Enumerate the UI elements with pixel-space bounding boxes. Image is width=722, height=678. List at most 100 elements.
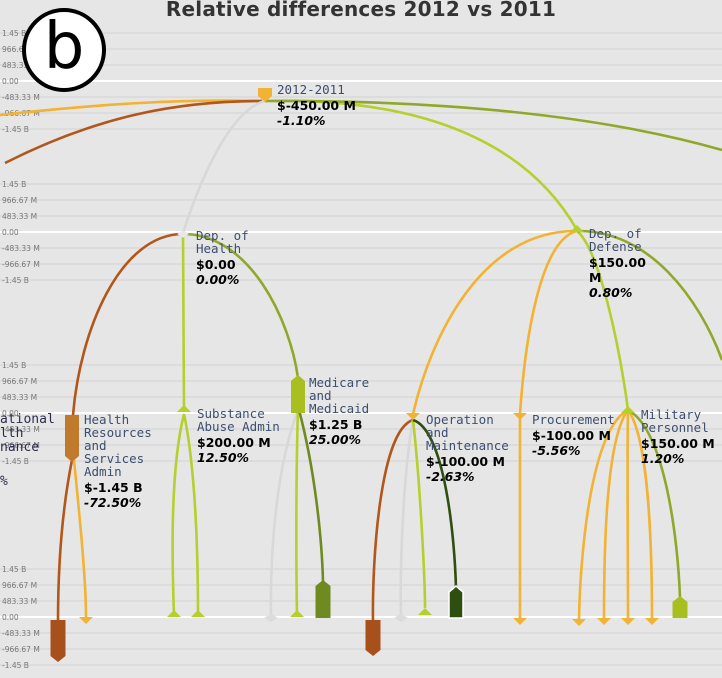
panel-letter-badge: b [22,8,106,92]
node-label-military-personnel[interactable]: Military Personnel $150.00 M 1.20% [641,408,716,466]
node-name: Procurement [532,412,615,427]
node-marker-health [177,230,189,238]
leaf-marker [597,618,611,625]
axis-tick-label: 483.33 M [2,212,37,221]
link-defense-sibling [576,229,722,361]
node-marker-om [406,413,420,420]
link-leaf [577,408,629,621]
link-root-health [181,99,266,234]
node-marker-root [258,88,272,102]
link-defense-procurement [518,229,578,415]
link-leaf [72,459,88,618]
axis-tick-label: 966.67 M [2,196,37,205]
node-percent: 12.50% [197,450,250,465]
node-label-health[interactable]: Dep. of Health $0.00 0.00% [196,229,256,287]
clipped-label: ational [0,412,55,427]
link-leaf [626,409,654,621]
node-value: $150.00 M [589,255,646,285]
leaf-marker [167,610,181,617]
axis-tick-label: 1.45 B [2,29,26,38]
node-name: Medicare and Medicaid [309,375,370,416]
node-label-hrsa[interactable]: Health Resources and Services Admin $-1.… [84,413,156,510]
leaf-marker [191,610,205,617]
link-root-sibling [264,99,722,152]
leaf-marker [50,620,66,662]
chart-title: Relative differences 2012 vs 2011 [165,0,557,21]
node-percent: 0.00% [196,272,240,287]
node-percent: 1.20% [641,451,685,466]
node-name: Dep. of Defense [589,226,642,254]
leaf-marker [264,613,278,623]
node-value: $-100.00 M [532,428,611,443]
node-label-procurement[interactable]: Procurement $-100.00 M -5.56% [532,413,622,458]
link-health-medicare [182,232,300,379]
link-health-hrsa [71,232,184,416]
axis-tick-label: 966.67 M [2,581,37,590]
axis-tick-label: 483.33 M [2,597,37,606]
axis-tick-label: 1.45 B [2,361,26,370]
axis-tick-label: 483.33 M [2,61,37,70]
leaf-marker [365,620,381,656]
link-defense-om [411,229,578,415]
node-value: $-450.00 M [277,98,356,113]
axis-tick-label: -483.33 M [2,425,40,434]
node-name: Military Personnel [641,407,709,435]
link-leaf [295,409,300,616]
node-percent: -1.10% [277,113,326,128]
leaf-marker [572,619,586,626]
node-percent: -5.56% [532,443,581,458]
leaf-marker [315,580,331,618]
link-leaf [297,409,325,583]
node-marker-hrsa [65,415,79,462]
clipped-label: nance [0,440,40,455]
node-label-defense[interactable]: Dep. of Defense $150.00 M 0.80% [589,227,659,300]
link-leaf [627,408,682,599]
node-value: $-1.45 B [84,480,143,495]
node-label-medicare[interactable]: Medicare and Medicaid $1.25 B 25.00% [309,376,394,447]
node-name: Health Resources and Services Admin [84,412,152,479]
node-value: $-100.00 M [426,454,505,469]
link-incoming [4,99,263,165]
node-percent: -2.63% [426,469,475,484]
axis-tick-label: -1.45 B [2,661,29,670]
node-percent: -72.50% [84,495,142,510]
leaf-marker [79,617,93,624]
node-name: 2012-2011 [277,82,345,97]
leaf-marker [394,613,408,623]
axis-tick-label: 1.45 B [2,180,26,189]
link-health-samhsa [181,233,186,411]
axis-tick-label: -1.45 B [2,276,29,285]
node-name: Operation and Maintenance [426,412,509,453]
link-leaf [371,418,414,623]
axis-tick-label: 0.00 [2,228,19,237]
leaf-marker [448,585,464,619]
link-leaf [56,459,74,623]
axis-tick-label: -483.33 M [2,629,40,638]
link-leaf [269,409,300,618]
node-value: $200.00 M [197,435,271,450]
node-label-samhsa[interactable]: Substance Abuse Admin $200.00 M 12.50% [197,407,282,465]
leaf-marker [645,618,659,625]
node-label-root[interactable]: 2012-2011 $-450.00 M -1.10% [277,83,356,128]
node-percent: 25.00% [309,432,362,447]
node-marker-defense [570,225,584,232]
node-name: Substance Abuse Admin [197,406,280,434]
axis-tick-label: -966.67 M [2,441,40,450]
node-name: Dep. of Health [196,228,249,256]
axis-tick-label: -966.67 M [2,645,40,654]
node-marker-samhsa [177,405,191,412]
node-label-operation-maintenance[interactable]: Operation and Maintenance $-100.00 M -2.… [426,412,509,484]
node-marker-military [621,406,635,413]
node-value: $150.00 M [641,436,715,451]
axis-tick-label: 0.00 [2,409,19,418]
axis-tick-label: -1.45 B [2,125,29,134]
leaf-marker [290,610,304,617]
axis-tick-label: -966.67 M [2,260,40,269]
axis-tick-label: 0.00 [2,613,19,622]
axis-tick-label: 966.67 M [2,45,37,54]
clipped-label: lth [0,426,24,441]
axis-tick-label: -1.45 B [2,457,29,466]
axis-tick-label: -483.33 M [2,244,40,253]
